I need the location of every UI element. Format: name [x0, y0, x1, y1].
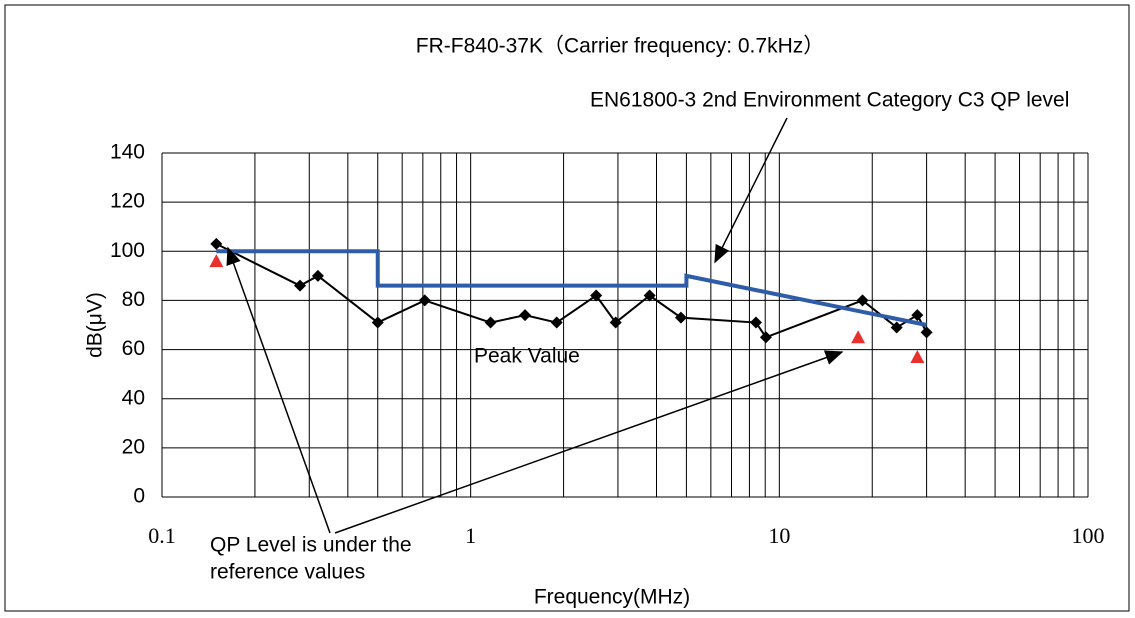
y-tick-label: 100 — [110, 239, 145, 262]
peak-annotation: Peak Value — [474, 345, 580, 368]
marker — [674, 311, 687, 324]
x-tick-label: 10 — [768, 523, 790, 548]
marker — [851, 330, 866, 344]
x-tick-label: 100 — [1072, 523, 1105, 548]
y-tick-label: 60 — [122, 337, 145, 360]
marker — [920, 326, 933, 339]
y-tick-label: 80 — [122, 288, 145, 311]
y-tick-label: 0 — [133, 485, 145, 508]
marker — [550, 316, 563, 329]
arrow — [334, 350, 844, 534]
y-axis-label: dB(μV) — [84, 292, 107, 358]
marker — [418, 294, 431, 307]
series-line — [215, 243, 928, 339]
arrow — [714, 117, 788, 264]
qp-annotation: reference values — [210, 561, 365, 584]
y-tick-label: 20 — [122, 435, 145, 458]
series-line — [216, 249, 928, 327]
marker — [294, 279, 307, 292]
y-tick-label: 40 — [122, 386, 145, 409]
marker — [749, 316, 762, 329]
marker — [210, 237, 223, 250]
frame — [4, 4, 1130, 612]
marker — [209, 254, 224, 268]
marker — [890, 321, 903, 334]
grid — [161, 152, 1089, 498]
marker — [910, 349, 925, 363]
marker — [609, 316, 622, 329]
x-tick-label: 1 — [465, 523, 476, 548]
annotations: EN61800-3 2nd Environment Category C3 QP… — [210, 89, 1069, 584]
x-tick-label: 0.1 — [148, 523, 176, 548]
arrow — [226, 246, 331, 534]
marker — [371, 316, 384, 329]
x-axis-label: Frequency(MHz) — [534, 586, 690, 609]
marker — [311, 269, 324, 282]
marker — [856, 294, 869, 307]
chart-title: FR-F840-37K（Carrier frequency: 0.7kHz） — [416, 35, 824, 58]
marker — [484, 316, 497, 329]
marker — [911, 309, 924, 322]
marker — [759, 331, 772, 344]
qp-annotation: QP Level is under the — [210, 534, 412, 557]
marker — [643, 289, 656, 302]
y-tick-label: 140 — [110, 141, 145, 164]
y-tick-label: 120 — [110, 190, 145, 213]
marks — [209, 237, 933, 363]
marker — [590, 289, 603, 302]
marker — [519, 309, 532, 322]
limit-annotation: EN61800-3 2nd Environment Category C3 QP… — [590, 89, 1069, 112]
